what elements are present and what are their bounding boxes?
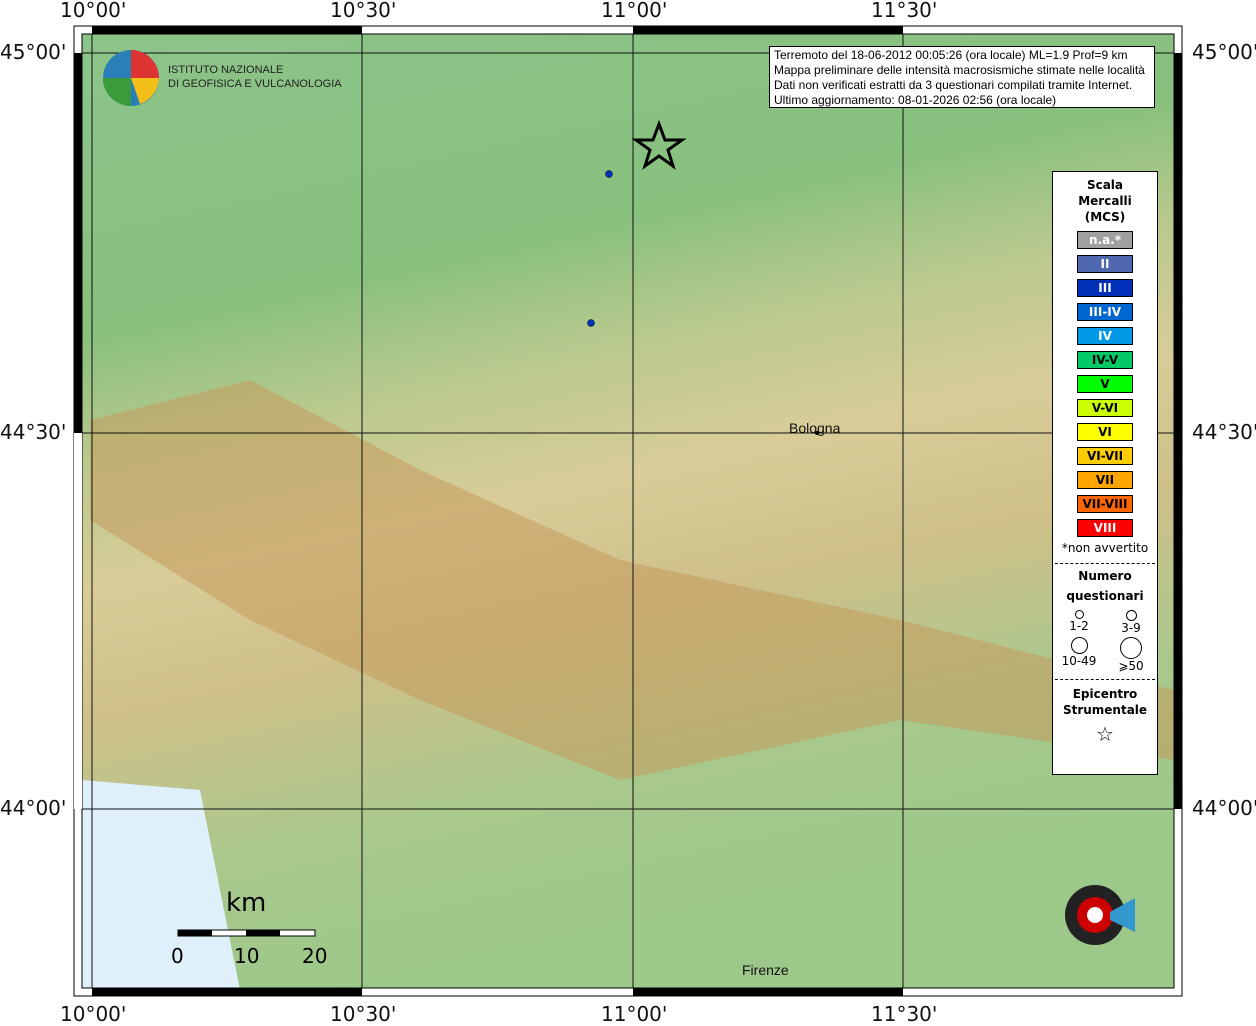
ingv-line2: DI GEOFISICA E VULCANOLOGIA [168,78,342,90]
legend-title: Scala [1086,178,1124,192]
tick-right: 45°00' [1192,40,1256,64]
tick-top: 11°00' [601,0,668,22]
info-line: Terremoto del 18-06-2012 00:05:26 (ora l… [774,48,1128,62]
tick-right: 44°00' [1192,796,1256,820]
legend-swatch: VI-VII [1077,447,1133,465]
epicenter-star-icon[interactable] [631,119,687,170]
star-icon: ☆ [1096,722,1114,746]
legend-swatch: III [1077,279,1133,297]
tick-bottom: 10°00' [60,1002,127,1026]
legend-swatch: n.a.* [1077,231,1133,249]
scale-bar [177,929,316,937]
observation-point[interactable] [605,170,613,178]
legend-title: Mercalli [1078,194,1132,208]
legend-epicenter: Strumentale [1062,703,1148,717]
haisentito-logo-icon [1065,885,1135,945]
legend-swatch: III-IV [1077,303,1133,321]
legend-swatch: VI [1077,423,1133,441]
tick-bottom: 11°30' [871,1002,938,1026]
legend-note: *non avvertito [1061,541,1149,555]
ingv-line1: ISTITUTO NAZIONALE [168,64,284,76]
legend-swatch: IV [1077,327,1133,345]
tick-left: 44°00' [0,796,67,820]
legend-swatch: V-VI [1077,399,1133,417]
tick-top: 10°30' [330,0,397,22]
scale-tick: 10 [234,944,260,968]
tick-bottom: 11°00' [601,1002,668,1026]
legend-swatch: II [1077,255,1133,273]
tick-top: 10°00' [60,0,127,22]
legend-num-title: questionari [1066,589,1144,603]
tick-bottom: 10°30' [330,1002,397,1026]
scale-tick: 20 [302,944,328,968]
ingv-logo-icon [103,50,159,106]
place-firenze: Firenze [742,962,789,978]
map-frame [73,25,1183,997]
legend-title: (MCS) [1084,210,1126,224]
legend-epicenter: Epicentro [1072,687,1138,701]
ingv-logo-text: ISTITUTO NAZIONALE DI GEOFISICA E VULCANO… [168,63,342,91]
tick-right: 44°30' [1192,420,1256,444]
info-line: Ultimo aggiornamento: 08-01-2026 02:56 (… [774,93,1057,107]
tick-left: 44°30' [0,420,67,444]
info-line: Mappa preliminare delle intensità macros… [774,63,1145,77]
scale-unit: km [226,888,267,918]
info-line: Dati non verificati estratti da 3 questi… [774,78,1133,92]
legend-swatch: V [1077,375,1133,393]
size-10-49: 10-49 [1053,637,1105,673]
legend-swatch: IV-V [1077,351,1133,369]
size-1-2: 1-2 [1053,610,1105,635]
size-50: ⩾50 [1105,637,1157,673]
legend-swatch: VII-VIII [1077,495,1133,513]
size-3-9: 3-9 [1105,610,1157,635]
legend-swatch: VII [1077,471,1133,489]
event-info-box: Terremoto del 18-06-2012 00:05:26 (ora l… [769,46,1155,108]
sea [82,780,240,990]
bologna-marker [815,431,819,435]
legend-num-title: Numero [1078,569,1132,583]
observation-point[interactable] [587,319,595,327]
tick-left: 45°00' [0,40,67,64]
scale-tick: 0 [171,944,184,968]
graticule [82,34,1174,988]
place-bologna: Bologna [789,420,841,436]
legend-swatch: VIII [1077,519,1133,537]
legend: Scala Mercalli (MCS) n.a.* II III III-IV IV I… [1052,171,1158,775]
tick-top: 11°30' [871,0,938,22]
